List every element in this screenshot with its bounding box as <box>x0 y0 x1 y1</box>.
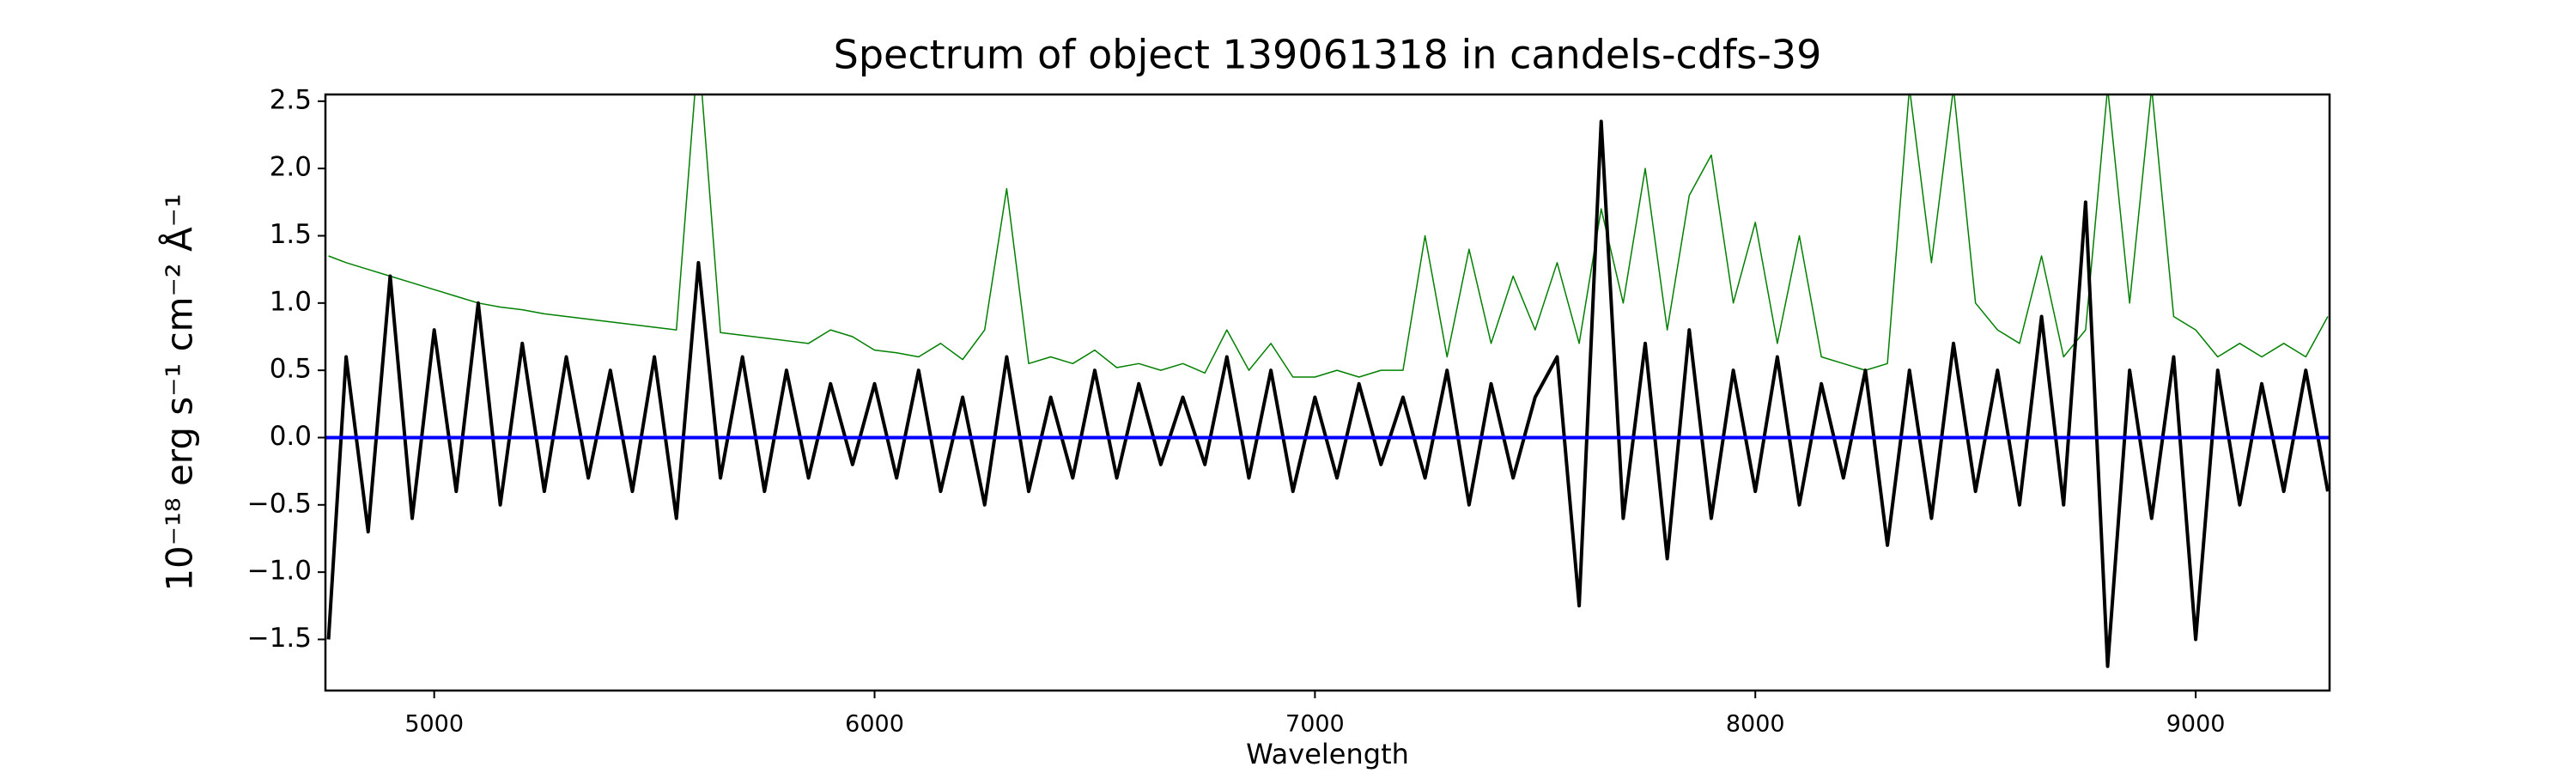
axes-frame <box>324 93 2331 692</box>
y-tick-label: 2.0 <box>270 152 312 183</box>
y-tick-label: 1.5 <box>270 219 312 250</box>
plot-area <box>325 94 2330 668</box>
x-tick-label: 9000 <box>2166 711 2226 738</box>
y-tick-label: −1.0 <box>247 556 312 587</box>
y-tick-label: 1.0 <box>270 286 312 317</box>
y-axis-label: 10⁻¹⁸ erg s⁻¹ cm⁻² Å⁻¹ <box>158 193 201 591</box>
y-tick-label: −0.5 <box>247 488 312 519</box>
x-tick-label: 5000 <box>404 711 464 738</box>
x-tick-label: 8000 <box>1726 711 1785 738</box>
x-tick-label: 6000 <box>845 711 904 738</box>
y-tick-label: 0.5 <box>270 354 312 385</box>
y-tick-label: 2.5 <box>270 84 312 115</box>
y-tick-label: −1.5 <box>247 623 312 654</box>
spectrum-line <box>328 94 2329 378</box>
chart-title: Spectrum of object 139061318 in candels-… <box>834 32 1822 78</box>
x-tick-label: 7000 <box>1285 711 1345 738</box>
x-axis-label: Wavelength <box>1246 738 1409 770</box>
y-tick-label: 0.0 <box>270 421 312 452</box>
